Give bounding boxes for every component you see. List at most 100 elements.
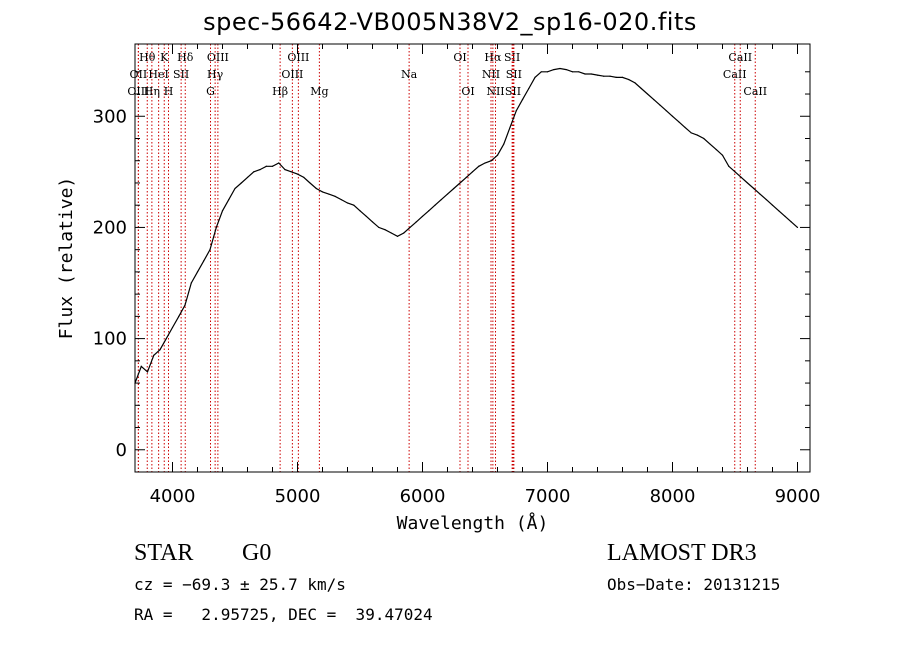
spectral-line-label: CaII — [728, 51, 752, 64]
spectrum-data-point — [603, 75, 605, 77]
spectral-line-label: NII — [486, 85, 504, 98]
spectrum-data-point — [290, 171, 292, 173]
spectrum-data-point — [609, 75, 611, 77]
spectral-line-label: Hα — [484, 51, 502, 64]
x-axis-label: Wavelength (Å) — [397, 512, 549, 534]
spectrum-data-point — [140, 365, 142, 367]
spectrum-data-point — [590, 73, 592, 75]
spectrum-data-point — [334, 195, 336, 197]
coordinates-label: RA = 2.95725, DEC = 39.47024 — [134, 605, 433, 624]
spectrum-data-point — [265, 165, 267, 167]
spectrum-data-point — [196, 271, 199, 273]
subclass-label: G0 — [242, 540, 272, 566]
spectrum-data-point — [215, 226, 217, 229]
spectrum-data-point — [378, 226, 380, 229]
spectrum-data-point — [471, 171, 474, 173]
spectral-line-label: Hθ — [139, 51, 156, 64]
spectrum-data-point — [740, 176, 742, 179]
spectrum-data-point — [665, 110, 667, 112]
spectrum-data-point — [421, 215, 424, 217]
spectrum-data-point — [728, 165, 730, 167]
spectrum-data-point — [796, 226, 799, 229]
spectrum-data-point — [753, 187, 755, 190]
spectrum-data-point — [446, 193, 449, 195]
y-tick-label: 200 — [93, 217, 127, 238]
class-label: STAR — [134, 540, 194, 566]
x-tick-label: 5000 — [275, 486, 321, 507]
spectrum-data-point — [734, 171, 736, 173]
plot-frame — [134, 43, 811, 473]
spectral-line-label: Na — [401, 68, 418, 81]
spectrum-data-point — [271, 165, 274, 167]
spectrum-data-point — [371, 221, 374, 223]
spectral-line-label: OIII — [281, 68, 303, 81]
spectral-line-label: Hβ — [272, 85, 288, 98]
spectrum-data-point — [328, 193, 330, 195]
spectral-line-label: K — [160, 51, 169, 64]
spectrum-data-point — [515, 110, 517, 112]
spectral-line-label: H — [164, 85, 174, 98]
spectrum-data-point — [321, 191, 324, 193]
spectrum-data-point — [178, 315, 180, 317]
spectrum-data-point — [434, 204, 436, 206]
spectrum-data-point — [596, 74, 599, 76]
spectrum-data-point — [496, 154, 499, 156]
spectrum-data-point — [715, 149, 717, 151]
spectrum-data-point — [759, 193, 761, 195]
spectrum-data-point — [403, 232, 405, 234]
spectral-line-label: G — [206, 85, 215, 98]
spectrum-data-point — [571, 71, 574, 73]
spectrum-data-point — [634, 82, 636, 84]
spectrum-data-point — [578, 71, 580, 73]
y-tick-label: 0 — [116, 440, 127, 461]
spectrum-data-point — [396, 235, 399, 237]
spectrum-data-point — [503, 143, 505, 145]
x-tick-label: 4000 — [150, 486, 196, 507]
spectrum-data-point — [490, 160, 492, 162]
spectrum-data-point — [234, 187, 236, 190]
spectral-line-label: CaII — [723, 68, 747, 81]
spectrum-data-point — [696, 134, 699, 136]
spectrum-data-point — [765, 199, 767, 201]
spectrum-data-point — [771, 204, 774, 206]
spectrum-data-point — [315, 187, 317, 190]
spectrum-data-point — [678, 121, 680, 123]
spectrum-data-point — [746, 182, 749, 184]
spectrum-data-point — [465, 176, 467, 179]
spectrum-data-point — [790, 221, 792, 223]
spectrum-data-point — [159, 349, 161, 351]
spectrum-data-point — [346, 202, 349, 204]
spectrum-data-point — [409, 226, 411, 229]
spectrum-data-point — [684, 126, 686, 128]
spectrum-data-point — [428, 210, 430, 212]
spectrum-data-point — [384, 229, 386, 231]
spectral-line-label: SII — [173, 68, 189, 81]
x-tick-label: 8000 — [650, 486, 696, 507]
spectrum-data-point — [253, 171, 255, 173]
spectrum-data-point — [190, 282, 192, 284]
spectrum-data-point — [584, 73, 586, 75]
spectrum-data-point — [296, 173, 299, 175]
spectrum-data-point — [184, 304, 186, 306]
spectral-line-label: Hη — [144, 85, 160, 98]
spectral-line-label: SII — [504, 51, 520, 64]
spectral-line-label: SII — [505, 85, 521, 98]
redshift-label: cz = −69.3 ± 25.7 km/s — [134, 575, 346, 594]
spectrum-data-point — [209, 249, 211, 251]
spectrum-data-point — [453, 187, 455, 190]
spectrum-data-point — [709, 143, 711, 145]
spectral-line-label: HeI — [148, 68, 168, 81]
spectrum-data-point — [284, 169, 286, 171]
spectrum-data-point — [240, 182, 242, 184]
spectrum-data-point — [309, 182, 311, 184]
spectrum-data-point — [553, 68, 555, 71]
spectrum-data-point — [659, 104, 661, 106]
spectrum-data-point — [153, 354, 155, 356]
x-tick-label: 7000 — [525, 486, 571, 507]
x-tick-label: 9000 — [775, 486, 821, 507]
spectrum-data-point — [615, 76, 617, 78]
spectrum-data-point — [546, 71, 549, 73]
spectrum-data-point — [390, 232, 392, 234]
survey-label: LAMOST DR3 — [607, 540, 757, 566]
spectrum-data-point — [440, 199, 442, 201]
